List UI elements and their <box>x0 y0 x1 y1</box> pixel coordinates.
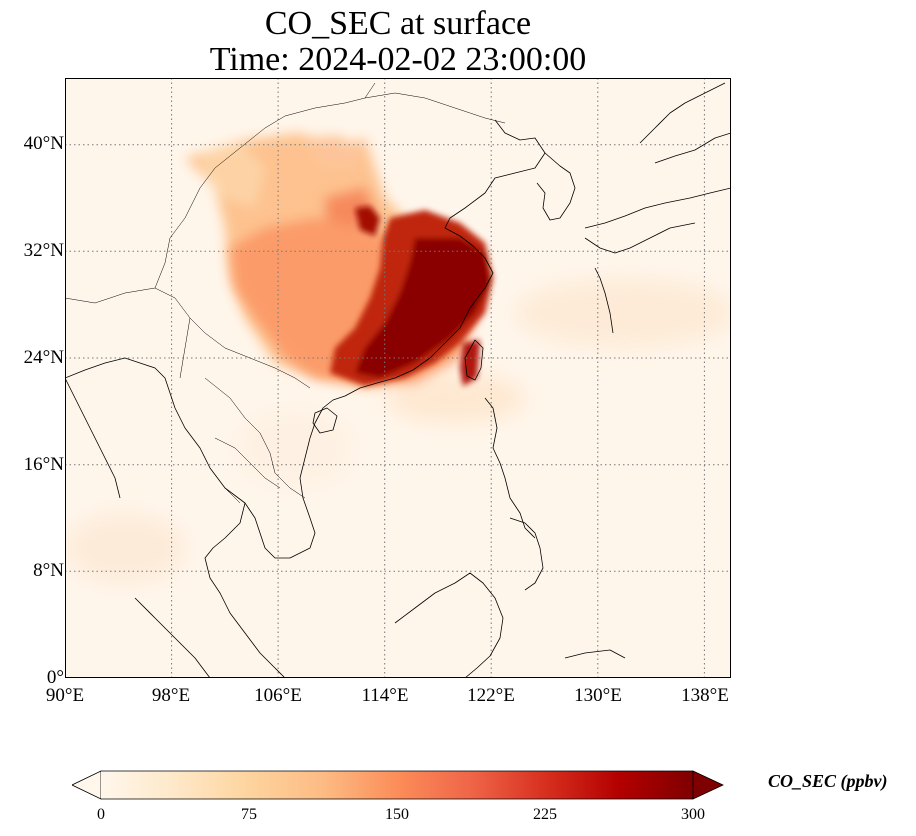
colorbar-gradient <box>101 771 693 799</box>
lon-label-130e: 130°E <box>574 685 622 706</box>
lat-label-24n: 24°N <box>23 347 64 368</box>
lat-label-8n: 8°N <box>33 560 64 581</box>
map-time-subtitle: Time: 2024-02-02 23:00:00 <box>209 41 587 78</box>
lat-label-32n: 32°N <box>23 240 64 261</box>
country-borders <box>65 82 506 504</box>
lon-label-114e: 114°E <box>361 685 409 706</box>
map-title: CO_SEC at surface <box>264 5 532 42</box>
co-field-faint <box>65 278 731 583</box>
colorbar-max-extend-arrow <box>692 770 724 800</box>
lon-label-138e: 138°E <box>681 685 729 706</box>
colorbar-tick-0: 0 <box>97 806 105 823</box>
lon-label-98e: 98°E <box>151 685 191 706</box>
lon-label-122e: 122°E <box>467 685 515 706</box>
map-canvas <box>65 78 731 678</box>
colorbar-tick-150: 150 <box>385 806 409 823</box>
lon-label-106e: 106°E <box>254 685 302 706</box>
lat-label-16n: 16°N <box>23 454 64 475</box>
colorbar-tick-225: 225 <box>533 806 557 823</box>
lon-label-90e: 90°E <box>45 685 85 706</box>
colorbar-title: CO_SEC (ppbv) <box>768 771 888 791</box>
coastlines <box>65 82 731 678</box>
lat-label-0: 0° <box>46 667 64 688</box>
co-field-high <box>330 206 493 386</box>
lat-label-40n: 40°N <box>23 133 64 154</box>
map-panel <box>65 78 731 678</box>
colorbar-tick-300: 300 <box>681 806 705 823</box>
colorbar-tick-75: 75 <box>241 806 257 823</box>
colorbar-min-extend-arrow <box>72 770 102 800</box>
colorbar <box>72 770 724 800</box>
